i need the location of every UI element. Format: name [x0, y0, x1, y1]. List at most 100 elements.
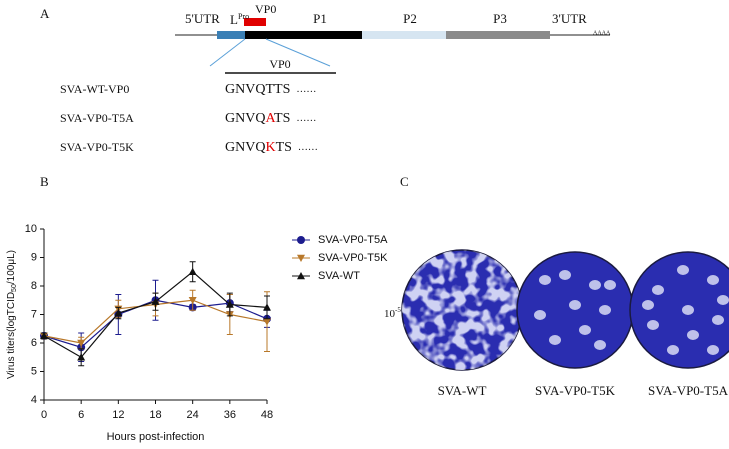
- sequence: GNVQTTS ……: [225, 82, 316, 97]
- x-tick-label: 24: [187, 409, 199, 421]
- point: [77, 353, 86, 361]
- point: [263, 318, 271, 326]
- plaque: [559, 270, 571, 280]
- y-axis-label: Virus titers(logTCID50/100μL): [6, 250, 18, 379]
- plaque: [707, 345, 719, 355]
- y-tick-label: 5: [31, 365, 37, 377]
- point: [188, 267, 197, 275]
- legend-marker: [297, 254, 305, 262]
- row-name: SVA-VP0-T5A: [60, 111, 134, 125]
- plaque: [647, 320, 659, 330]
- legend-marker: [297, 236, 305, 244]
- x-tick-label: 0: [41, 409, 47, 421]
- p2-segment: [362, 31, 446, 39]
- plaque: [652, 285, 664, 295]
- plaque: [549, 335, 561, 345]
- plaque: [534, 310, 546, 320]
- zoom-label: VP0: [269, 57, 290, 71]
- legend-label: SVA-VP0-T5K: [318, 252, 388, 264]
- panel-label: C: [400, 174, 409, 189]
- point: [263, 303, 271, 311]
- sequence: GNVQKTS ……: [225, 140, 318, 155]
- y-tick-label: 4: [31, 394, 37, 406]
- point: [77, 339, 86, 347]
- sequence-part: TS: [274, 111, 290, 126]
- y-axis-label-part: /100μL): [6, 250, 17, 284]
- plaque: [712, 315, 724, 325]
- row-name: SVA-WT-VP0: [60, 82, 129, 96]
- genome-label: L: [230, 12, 238, 27]
- genome-label: VP0: [255, 2, 276, 16]
- sequence-part: TS: [276, 140, 292, 155]
- x-tick-label: 36: [224, 409, 236, 421]
- legend-marker: [297, 272, 305, 280]
- genome-label: AAAA: [593, 30, 611, 36]
- genome-label: 5'UTR: [185, 11, 220, 26]
- plaque: [687, 330, 699, 340]
- plaque: [677, 265, 689, 275]
- residue: A: [265, 111, 276, 126]
- panel-label: B: [40, 174, 49, 189]
- zoom-line: [265, 38, 331, 67]
- y-tick-label: 7: [31, 308, 37, 320]
- y-tick-label: 6: [31, 337, 37, 349]
- plaque: [599, 305, 611, 315]
- sequence-part: GNVQ: [225, 82, 265, 97]
- ellipsis: ……: [296, 113, 316, 124]
- ellipsis: ……: [298, 142, 318, 153]
- y-tick-label: 10: [25, 223, 37, 235]
- point: [114, 309, 123, 317]
- genome-label: P3: [493, 11, 507, 26]
- p1-segment: [245, 31, 362, 39]
- plaque: [579, 325, 591, 335]
- plaque: [642, 300, 654, 310]
- x-tick-label: 6: [78, 409, 84, 421]
- plaque: [717, 295, 729, 305]
- y-tick-label: 9: [31, 251, 37, 263]
- dish: [629, 251, 729, 369]
- legend-label: SVA-WT: [318, 270, 360, 282]
- x-tick-label: 48: [261, 409, 273, 421]
- dish-label: SVA-VP0-T5A: [648, 383, 729, 398]
- genome-label: P2: [403, 11, 417, 26]
- plaque: [594, 340, 606, 350]
- sequence-part: GNVQ: [225, 111, 265, 126]
- x-tick-label: 18: [149, 409, 161, 421]
- dish-label: SVA-WT: [438, 383, 487, 398]
- ellipsis: ……: [296, 84, 316, 95]
- plaque-texture: [402, 250, 522, 370]
- residue: K: [265, 140, 275, 155]
- plaque: [589, 280, 601, 290]
- genome-label: P1: [313, 11, 327, 26]
- dilution-label: 10: [384, 308, 396, 320]
- vp0-box: [244, 18, 266, 26]
- sequence-part: TS: [274, 82, 290, 97]
- genome-label: 3'UTR: [552, 11, 587, 26]
- row-name: SVA-VP0-T5K: [60, 140, 134, 154]
- plaque: [569, 300, 581, 310]
- genome-label: LPro: [230, 12, 249, 27]
- y-axis-label-part: 50: [11, 284, 18, 292]
- point: [188, 297, 197, 305]
- dilution-label: -5: [395, 306, 401, 314]
- x-axis-label: Hours post-infection: [107, 431, 205, 443]
- plaque: [682, 305, 694, 315]
- sequence: GNVQATS ……: [225, 111, 316, 126]
- p3-segment: [446, 31, 550, 39]
- panel-label: A: [40, 6, 50, 21]
- plaque: [604, 280, 616, 290]
- x-tick-label: 12: [112, 409, 124, 421]
- y-tick-label: 8: [31, 280, 37, 292]
- y-axis-label-part: Virus titers(logTCID: [6, 292, 17, 379]
- plaque: [707, 275, 719, 285]
- lpro-segment: [217, 31, 245, 39]
- residue: T: [265, 82, 274, 97]
- genome-label: Pro: [238, 12, 249, 21]
- point: [225, 300, 234, 308]
- plaque: [539, 275, 551, 285]
- plaque: [667, 345, 679, 355]
- sequence-part: GNVQ: [225, 140, 265, 155]
- dish-label: SVA-VP0-T5K: [535, 383, 616, 398]
- point: [40, 331, 48, 340]
